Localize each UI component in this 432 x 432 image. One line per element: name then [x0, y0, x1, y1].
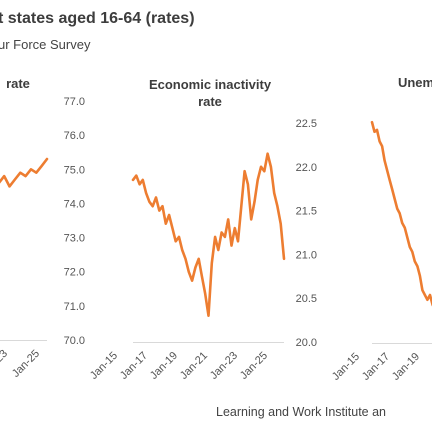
y-tick-label: 22.0 — [296, 162, 317, 174]
y-tick-label: 21.5 — [296, 206, 317, 218]
panel-title: rate — [198, 94, 222, 109]
chart-title: t states aged 16-64 (rates) — [0, 10, 195, 27]
series-line — [0, 157, 49, 188]
x-tick-label: Jan-19 — [148, 350, 180, 382]
x-tick-label: Jan-15 — [88, 350, 120, 382]
panel-title: Economic inactivity — [149, 77, 272, 92]
x-tick-label: Jan-25 — [238, 350, 270, 382]
y-tick-label: 70.0 — [64, 335, 85, 347]
y-tick-label: 20.0 — [296, 337, 317, 349]
y-tick-label: 74.0 — [64, 198, 85, 210]
y-tick-label: 72.0 — [64, 267, 85, 279]
y-tick-label: 71.0 — [64, 301, 85, 313]
y-tick-label: 75.0 — [64, 164, 85, 176]
y-tick-label: 21.0 — [296, 249, 317, 261]
source-note: Learning and Work Institute an — [216, 405, 387, 419]
panel-title: Unemp — [398, 75, 432, 90]
y-tick-label: 77.0 — [64, 96, 85, 108]
x-tick-label: Jan-25 — [10, 348, 42, 380]
y-tick-label: 76.0 — [64, 130, 85, 142]
x-tick-label: Jan-23 — [208, 350, 240, 382]
x-tick-label: Jan-21 — [178, 350, 210, 382]
x-tick-label: Jan-19 — [390, 351, 422, 383]
x-tick-label: Jan-23 — [0, 348, 10, 380]
chart-subtitle: ur Force Survey — [0, 37, 91, 52]
series-line — [131, 152, 286, 318]
x-tick-label: Jan-15 — [330, 351, 362, 383]
y-tick-label: 22.5 — [296, 118, 317, 130]
x-tick-label: Jan-17 — [118, 350, 150, 382]
series-line — [370, 120, 432, 307]
panel-title: rate — [6, 76, 30, 91]
x-tick-label: Jan-17 — [360, 351, 392, 383]
y-tick-label: 20.5 — [296, 293, 317, 305]
y-tick-label: 73.0 — [64, 233, 85, 245]
